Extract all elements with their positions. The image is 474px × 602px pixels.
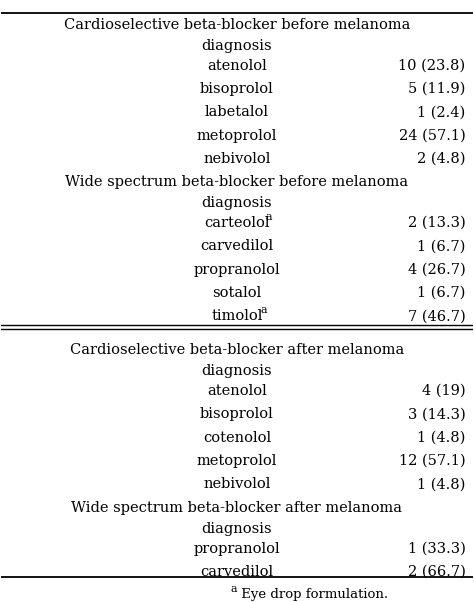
Text: 12 (57.1): 12 (57.1) xyxy=(399,454,465,468)
Text: 2 (13.3): 2 (13.3) xyxy=(408,216,465,230)
Text: Eye drop formulation.: Eye drop formulation. xyxy=(237,588,388,601)
Text: carvedilol: carvedilol xyxy=(201,240,273,253)
Text: diagnosis: diagnosis xyxy=(202,522,272,536)
Text: a: a xyxy=(261,305,267,315)
Text: diagnosis: diagnosis xyxy=(202,364,272,378)
Text: 2 (4.8): 2 (4.8) xyxy=(417,152,465,166)
Text: bisoprolol: bisoprolol xyxy=(200,408,274,421)
Text: metoprolol: metoprolol xyxy=(197,129,277,143)
Text: 1 (4.8): 1 (4.8) xyxy=(417,477,465,491)
Text: cotenolol: cotenolol xyxy=(203,431,271,445)
Text: diagnosis: diagnosis xyxy=(202,196,272,210)
Text: Cardioselective beta-blocker before melanoma: Cardioselective beta-blocker before mela… xyxy=(64,17,410,32)
Text: timolol: timolol xyxy=(211,309,263,323)
Text: propranolol: propranolol xyxy=(194,542,280,556)
Text: atenolol: atenolol xyxy=(207,58,267,73)
Text: 1 (6.7): 1 (6.7) xyxy=(417,286,465,300)
Text: carvedilol: carvedilol xyxy=(201,565,273,579)
Text: metoprolol: metoprolol xyxy=(197,454,277,468)
Text: 24 (57.1): 24 (57.1) xyxy=(399,129,465,143)
Text: 10 (23.8): 10 (23.8) xyxy=(399,58,465,73)
Text: 1 (33.3): 1 (33.3) xyxy=(408,542,465,556)
Text: 1 (4.8): 1 (4.8) xyxy=(417,431,465,445)
Text: a: a xyxy=(265,212,272,222)
Text: sotalol: sotalol xyxy=(212,286,262,300)
Text: Wide spectrum beta-blocker before melanoma: Wide spectrum beta-blocker before melano… xyxy=(65,175,409,189)
Text: 7 (46.7): 7 (46.7) xyxy=(408,309,465,323)
Text: nebivolol: nebivolol xyxy=(203,152,271,166)
Text: Cardioselective beta-blocker after melanoma: Cardioselective beta-blocker after melan… xyxy=(70,343,404,357)
Text: labetalol: labetalol xyxy=(205,105,269,119)
Text: 1 (2.4): 1 (2.4) xyxy=(417,105,465,119)
Text: a: a xyxy=(230,585,237,594)
Text: atenolol: atenolol xyxy=(207,384,267,398)
Text: 4 (19): 4 (19) xyxy=(422,384,465,398)
Text: Wide spectrum beta-blocker after melanoma: Wide spectrum beta-blocker after melanom… xyxy=(72,501,402,515)
Text: propranolol: propranolol xyxy=(194,262,280,277)
Text: carteolol: carteolol xyxy=(204,216,270,230)
Text: diagnosis: diagnosis xyxy=(202,39,272,53)
Text: 4 (26.7): 4 (26.7) xyxy=(408,262,465,277)
Text: nebivolol: nebivolol xyxy=(203,477,271,491)
Text: 3 (14.3): 3 (14.3) xyxy=(408,408,465,421)
Text: 1 (6.7): 1 (6.7) xyxy=(417,240,465,253)
Text: 5 (11.9): 5 (11.9) xyxy=(408,82,465,96)
Text: bisoprolol: bisoprolol xyxy=(200,82,274,96)
Text: 2 (66.7): 2 (66.7) xyxy=(408,565,465,579)
